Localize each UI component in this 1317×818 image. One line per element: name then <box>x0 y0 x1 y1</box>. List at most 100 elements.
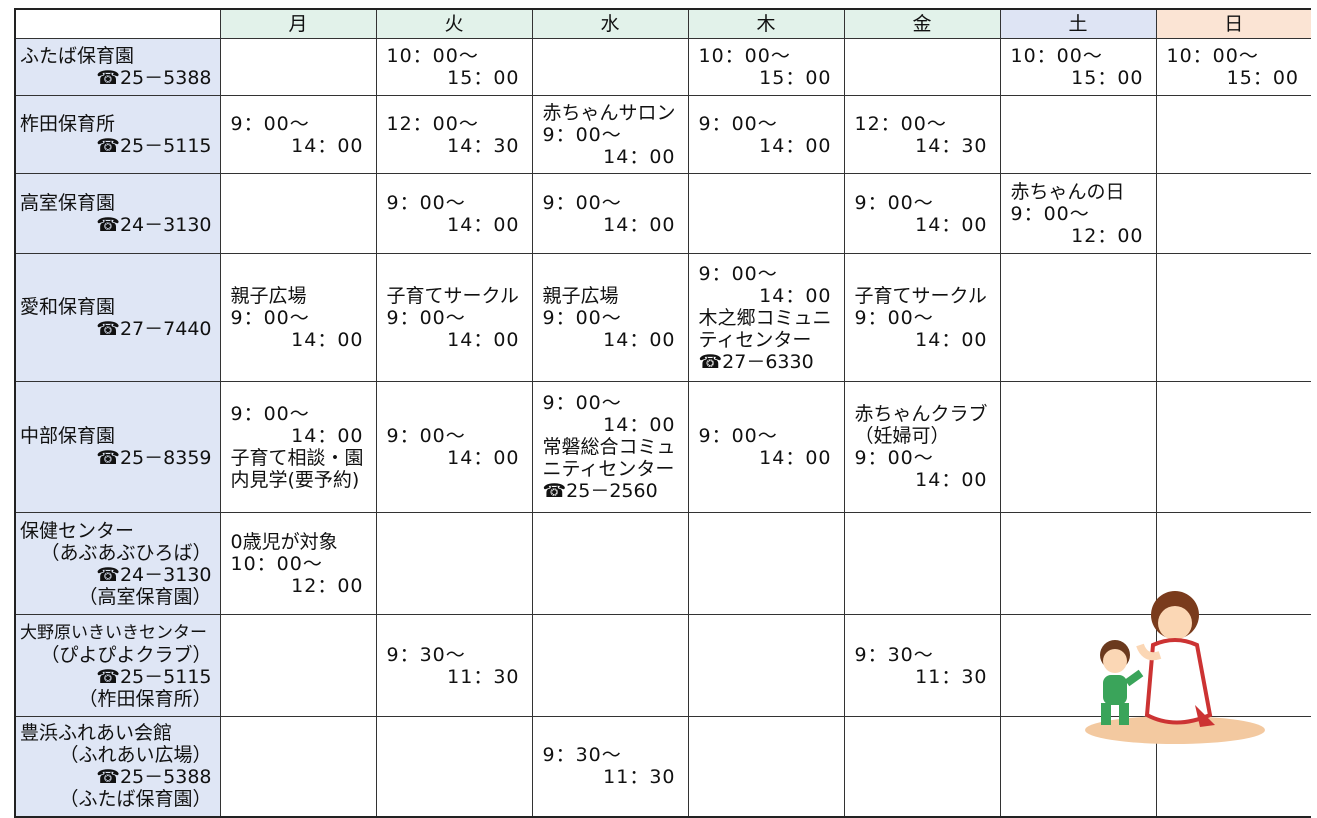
day-header: 日 <box>1155 8 1311 39</box>
time-start: 9：00～ <box>542 123 622 146</box>
facility-cell: 大野原いきいきセンター （ぴよぴよクラブ） ☎25－5115 （柞田保育所） <box>14 614 221 717</box>
header-row: 月火水木金土日 <box>14 8 1311 39</box>
day-header: 木 <box>687 8 845 39</box>
time-start: 9：00～ <box>542 306 622 329</box>
facility-cell: 豊浜ふれあい会館 （ふれあい広場） ☎25－5388 （ふたば保育園） <box>14 716 221 817</box>
facility-line: ふたば保育園 <box>20 45 135 67</box>
schedule-cell: 親子広場 9：00～ 14：00 <box>219 253 377 382</box>
time-start: 10：00～ <box>1166 45 1259 67</box>
schedule-cell: 9：00～ 14：00 <box>531 173 689 254</box>
schedule-cell <box>843 38 1001 96</box>
time-start: 9：00～ <box>386 306 466 329</box>
facility-line: 大野原いきいきセンター <box>20 622 207 643</box>
cell-text: 子育てサークル <box>854 284 987 307</box>
cell-text: 赤ちゃんサロン <box>542 101 676 124</box>
time-end: 11：30 <box>915 665 988 688</box>
time-start: 9：00～ <box>230 112 310 135</box>
time-end: 14：00 <box>915 213 988 236</box>
schedule-row: 高室保育園 ☎24－3130 9：00～ 14：00 9：00～ 14：00 9：00～ 14… <box>14 173 1311 254</box>
time-start: 9：30～ <box>542 744 622 767</box>
schedule-cell <box>219 38 377 96</box>
schedule-cell: 10：00～ 15：00 <box>375 38 533 96</box>
schedule-row: 中部保育園 ☎25－8359 9：00～ 14：00 子育て相談・園 内見学(要予約) 9：… <box>14 381 1311 513</box>
schedule: 月火水木金土日 ふたば保育園 ☎25－5388 10：00～ 15：00 10：00～ 1… <box>14 8 1311 818</box>
time-start: 9：30～ <box>854 643 934 666</box>
facility-cell: 高室保育園 ☎24－3130 <box>14 173 221 254</box>
facility-cell: 中部保育園 ☎25－8359 <box>14 381 221 513</box>
facility-line: （柞田保育所） <box>78 687 212 710</box>
time-start: 9：00～ <box>386 191 466 214</box>
day-header: 月 <box>219 8 377 39</box>
day-header: 水 <box>531 8 689 39</box>
cell-text: 木之郷コミュニ <box>698 306 832 329</box>
time-start: 12：00～ <box>854 112 947 135</box>
schedule-row: 保健センター （あぶあぶひろば） ☎24－3130 （高室保育園） 0歳児が対象 10：0… <box>14 512 1311 615</box>
time-start: 9：00～ <box>698 425 778 447</box>
time-end: 14：00 <box>291 425 364 447</box>
time-end: 12：00 <box>1071 224 1144 247</box>
schedule-cell <box>843 512 1001 615</box>
facility-line: ☎27－7440 <box>96 317 212 340</box>
schedule-cell <box>1155 381 1311 513</box>
cell-text: 赤ちゃんの日 <box>1010 180 1125 203</box>
time-end: 14：00 <box>447 213 520 236</box>
day-header: 火 <box>375 8 533 39</box>
time-start: 10：00～ <box>230 552 323 575</box>
facility-line: 柞田保育所 <box>20 112 116 135</box>
schedule-cell <box>375 716 533 817</box>
time-end: 14：00 <box>291 134 364 157</box>
time-start: 9：00～ <box>1010 202 1090 225</box>
facility-line: 中部保育園 <box>20 425 116 447</box>
time-start: 10：00～ <box>1010 45 1103 67</box>
cell-text: 子育てサークル <box>386 284 519 307</box>
schedule-row: 愛和保育園 ☎27－7440 親子広場 9：00～ 14：00 子育てサークル 9：00～ 1… <box>14 253 1311 382</box>
facility-line: 愛和保育園 <box>20 295 116 318</box>
schedule-cell: 10：00～ 15：00 <box>1155 38 1311 96</box>
schedule-cell: 9：00～ 14：00 <box>219 95 377 174</box>
schedule-cell: 9：00～ 14：00 <box>687 381 845 513</box>
facility-line: ☎25－8359 <box>96 447 212 469</box>
time-end: 11：30 <box>603 766 676 789</box>
time-end: 14：00 <box>447 328 520 351</box>
schedule-cell: 子育てサークル 9：00～ 14：00 <box>375 253 533 382</box>
cell-text: 子育て相談・園 <box>230 447 364 469</box>
facility-line: ☎25－5115 <box>96 665 212 688</box>
time-start: 9：00～ <box>698 112 778 135</box>
time-start: 9：00～ <box>230 403 310 425</box>
schedule-cell <box>531 38 689 96</box>
day-header: 土 <box>999 8 1157 39</box>
facility-line: ☎24－3130 <box>96 213 212 236</box>
schedule-cell <box>1155 253 1311 382</box>
schedule-table: 月火水木金土日 ふたば保育園 ☎25－5388 10：00～ 15：00 10：00～ 1… <box>14 8 1311 818</box>
schedule-cell <box>219 614 377 717</box>
schedule-cell <box>999 614 1157 717</box>
facility-cell: 愛和保育園 ☎27－7440 <box>14 253 221 382</box>
time-start: 9：00～ <box>854 306 934 329</box>
time-start: 9：00～ <box>542 392 622 414</box>
schedule-cell: 12：00～ 14：30 <box>375 95 533 174</box>
facility-line: ☎25－5388 <box>96 766 212 789</box>
facility-cell: 保健センター （あぶあぶひろば） ☎24－3130 （高室保育園） <box>14 512 221 615</box>
schedule-cell <box>999 253 1157 382</box>
cell-text: （妊婦可） <box>854 425 950 447</box>
schedule-cell <box>1155 95 1311 174</box>
cell-text: ニティセンター <box>542 458 675 480</box>
schedule-cell <box>531 614 689 717</box>
schedule-cell: 9：30～ 11：30 <box>531 716 689 817</box>
cell-text: ☎27－6330 <box>698 350 814 373</box>
time-end: 14：00 <box>291 328 364 351</box>
time-end: 14：00 <box>603 145 676 168</box>
illustration <box>1085 591 1265 744</box>
time-end: 14：00 <box>603 213 676 236</box>
facility-line: （ふたば保育園） <box>59 788 212 811</box>
corner-cell <box>14 8 221 39</box>
schedule-cell: 9：00～ 14：00 <box>375 381 533 513</box>
time-end: 15：00 <box>1071 67 1144 89</box>
schedule-cell <box>687 173 845 254</box>
schedule-cell: 9：30～ 11：30 <box>843 614 1001 717</box>
cell-text: 0歳児が対象 <box>230 530 338 553</box>
time-end: 14：00 <box>603 414 676 436</box>
time-start: 9：00～ <box>386 425 466 447</box>
facility-line: ☎25－5115 <box>96 134 212 157</box>
facility-line: （ふれあい広場） <box>59 744 212 767</box>
